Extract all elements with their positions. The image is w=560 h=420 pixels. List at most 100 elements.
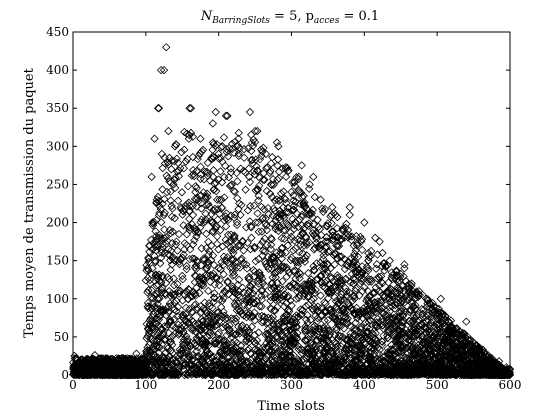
- data-point: [314, 243, 323, 252]
- data-point: [248, 289, 258, 298]
- data-point: [407, 370, 416, 380]
- data-point: [209, 357, 218, 366]
- data-point: [387, 314, 396, 323]
- data-point: [466, 340, 476, 349]
- data-point: [341, 274, 351, 283]
- data-point: [170, 214, 179, 223]
- data-point: [230, 137, 240, 146]
- data-point: [322, 221, 331, 231]
- data-point: [409, 311, 419, 321]
- data-point: [174, 286, 183, 296]
- data-point: [339, 295, 349, 305]
- data-point: [177, 147, 186, 157]
- data-point: [281, 326, 291, 336]
- data-point: [274, 196, 284, 205]
- data-point: [338, 276, 347, 285]
- data-point: [283, 241, 293, 250]
- data-point: [267, 279, 277, 289]
- data-point: [370, 298, 379, 307]
- data-point: [199, 304, 208, 313]
- data-point: [482, 359, 491, 368]
- data-point: [188, 287, 197, 297]
- data-point: [151, 236, 160, 246]
- data-point: [275, 336, 285, 345]
- data-point: [170, 314, 179, 324]
- data-point: [293, 261, 302, 270]
- data-point: [143, 288, 152, 297]
- data-point: [241, 185, 250, 194]
- title-sub1: BarringSlots: [211, 16, 270, 26]
- data-point: [152, 195, 161, 204]
- data-point: [196, 218, 205, 227]
- data-point: [152, 215, 161, 225]
- data-point: [370, 288, 379, 297]
- data-point: [356, 341, 365, 350]
- data-point: [212, 274, 221, 283]
- data-point: [320, 204, 330, 214]
- data-point: [232, 370, 241, 379]
- data-point: [408, 302, 417, 311]
- data-point: [174, 289, 184, 298]
- data-point: [347, 360, 357, 369]
- data-point: [208, 138, 218, 147]
- data-point: [154, 295, 163, 304]
- data-point: [147, 293, 156, 302]
- data-point: [154, 315, 164, 324]
- data-point: [335, 252, 344, 261]
- data-point: [262, 186, 272, 196]
- data-point: [312, 238, 321, 248]
- data-point: [144, 254, 153, 264]
- data-point: [235, 349, 244, 358]
- data-point: [355, 269, 364, 278]
- data-point: [399, 272, 408, 281]
- data-point: [311, 325, 320, 334]
- data-point: [257, 318, 267, 327]
- data-point: [274, 142, 283, 151]
- data-point: [294, 174, 303, 184]
- data-point: [229, 329, 238, 338]
- data-point: [287, 187, 296, 197]
- data-point: [318, 204, 327, 213]
- data-point: [273, 278, 282, 287]
- data-point: [342, 287, 351, 296]
- data-point: [365, 275, 374, 284]
- data-point: [199, 276, 208, 285]
- data-point: [242, 264, 252, 273]
- data-point: [252, 336, 262, 345]
- data-point: [257, 202, 266, 212]
- data-point: [304, 219, 314, 228]
- data-point: [233, 263, 242, 272]
- data-point: [369, 349, 379, 359]
- data-point: [410, 304, 420, 314]
- data-point: [142, 261, 151, 270]
- data-point: [383, 261, 392, 270]
- data-point: [421, 361, 430, 371]
- data-point: [169, 291, 178, 300]
- data-point: [256, 240, 265, 250]
- data-point: [317, 264, 327, 273]
- data-point: [390, 304, 400, 313]
- data-point: [251, 256, 260, 266]
- data-point: [357, 235, 367, 244]
- data-point: [190, 194, 200, 204]
- data-point: [350, 361, 359, 371]
- data-point: [218, 290, 227, 299]
- data-point: [223, 314, 232, 323]
- data-point: [207, 209, 216, 219]
- data-point: [263, 318, 272, 327]
- data-point: [182, 261, 191, 271]
- data-point: [232, 351, 241, 361]
- data-point: [312, 259, 321, 268]
- data-point: [324, 294, 333, 303]
- data-point: [172, 154, 181, 163]
- data-point: [158, 163, 167, 173]
- data-point: [259, 143, 268, 153]
- data-point: [433, 320, 442, 330]
- data-point: [319, 333, 328, 343]
- data-point: [383, 325, 393, 335]
- data-point: [222, 284, 232, 293]
- data-point: [204, 310, 214, 320]
- data-point: [328, 349, 338, 358]
- data-point: [144, 257, 153, 267]
- data-point: [269, 316, 278, 325]
